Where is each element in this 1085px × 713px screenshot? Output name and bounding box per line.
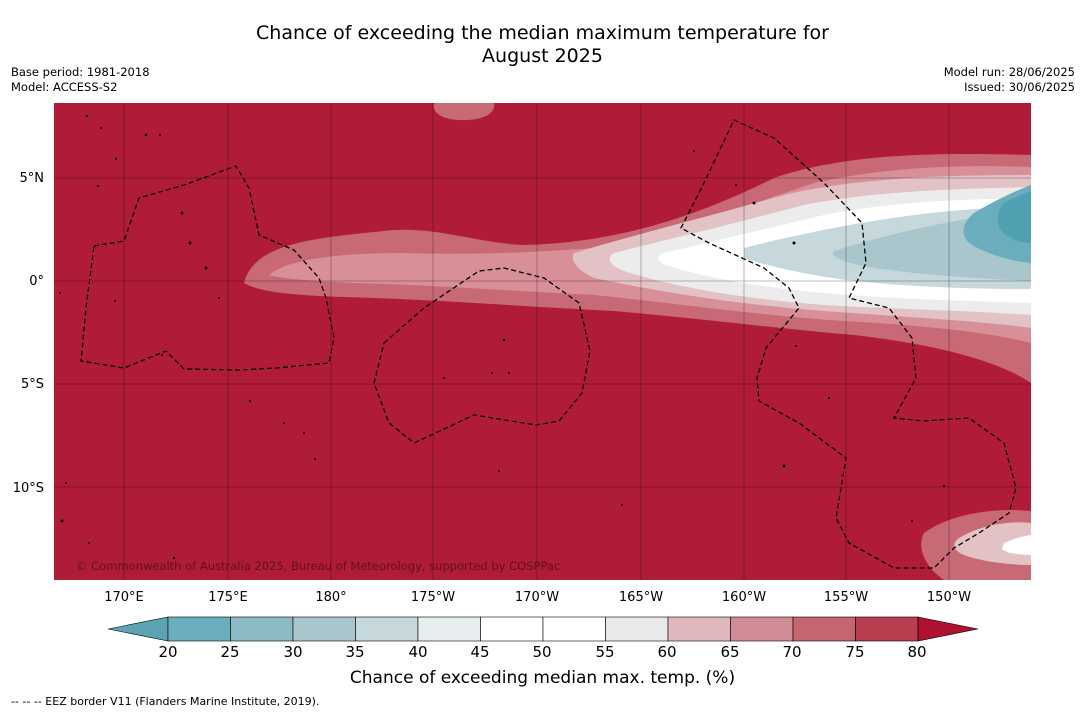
colorbar-segment [167, 616, 231, 642]
colorbar-tick-70: 70 [782, 643, 802, 661]
copyright-text: © Commonwealth of Australia 2025, Bureau… [76, 559, 560, 573]
colorbar-segment [855, 616, 919, 642]
colorbar-segment [667, 616, 731, 642]
colorbar-segment [292, 616, 356, 642]
colorbar [108, 616, 978, 642]
colorbar-segment [417, 616, 481, 642]
lat-label-5n: 5°N [19, 171, 45, 186]
lat-label-0: 0° [29, 274, 44, 289]
forecast-map: © Commonwealth of Australia 2025, Bureau… [54, 103, 1031, 580]
colorbar-segments [167, 616, 919, 642]
contour-band-20 [997, 191, 1031, 243]
colorbar-tick-30: 30 [283, 643, 303, 661]
base-period-label: Base period: 1981-2018 [11, 65, 150, 79]
lat-label-5s: 5°S [20, 377, 44, 392]
lon-label-180: 180° [315, 590, 347, 605]
colorbar-tick-80: 80 [907, 643, 927, 661]
lon-label-150w: 150°W [926, 590, 972, 605]
colorbar-segment [542, 616, 606, 642]
colorbar-segment [792, 616, 856, 642]
colorbar-label: Chance of exceeding median max. temp. (%… [349, 668, 736, 688]
lon-label-170w: 170°W [514, 590, 560, 605]
issued-label: Issued: 30/06/2025 [964, 80, 1075, 94]
lon-label-165w: 165°W [618, 590, 664, 605]
contour-plume-se-60 [954, 522, 1031, 565]
colorbar-tick-55: 55 [595, 643, 615, 661]
colorbar-tick-65: 65 [720, 643, 740, 661]
colorbar-segment [480, 616, 544, 642]
contour-patch-north [433, 103, 495, 121]
contour-plume-se-50 [1002, 535, 1031, 555]
colorbar-over-arrow [917, 616, 978, 642]
graticule [54, 103, 1031, 580]
colorbar-tick-40: 40 [408, 643, 428, 661]
colorbar-tick-25: 25 [220, 643, 240, 661]
colorbar-tick-45: 45 [470, 643, 490, 661]
eez-legend-footer: -- -- -- EEZ border V11 (Flanders Marine… [11, 695, 320, 708]
chart-title-line-2: August 2025 [482, 45, 603, 67]
chart-title-line-1: Chance of exceeding the median maximum t… [256, 22, 829, 44]
colorbar-tick-35: 35 [345, 643, 365, 661]
eez-border-kiribati-phoenix [373, 267, 591, 444]
colorbar-segment [730, 616, 794, 642]
colorbar-tick-50: 50 [532, 643, 552, 661]
colorbar-segment [355, 616, 419, 642]
colorbar-under-arrow [108, 616, 169, 642]
eez-border-kiribati-gilbert [80, 165, 335, 371]
lon-label-175e: 175°E [208, 590, 248, 605]
colorbar-tick-60: 60 [657, 643, 677, 661]
colorbar-tick-75: 75 [845, 643, 865, 661]
model-run-label: Model run: 28/06/2025 [943, 65, 1075, 79]
islands [59, 114, 945, 560]
colorbar-tick-20: 20 [158, 643, 178, 661]
lon-label-160w: 160°W [721, 590, 767, 605]
colorbar-segment [605, 616, 669, 642]
lat-label-10s: 10°S [12, 481, 44, 496]
lon-label-175w: 175°W [410, 590, 456, 605]
colorbar-segment [230, 616, 294, 642]
lon-label-170e: 170°E [104, 590, 144, 605]
eez-border-kiribati-line [680, 119, 1017, 569]
lon-label-155w: 155°W [823, 590, 869, 605]
eez-borders [80, 119, 1017, 569]
model-label: Model: ACCESS-S2 [11, 80, 118, 94]
